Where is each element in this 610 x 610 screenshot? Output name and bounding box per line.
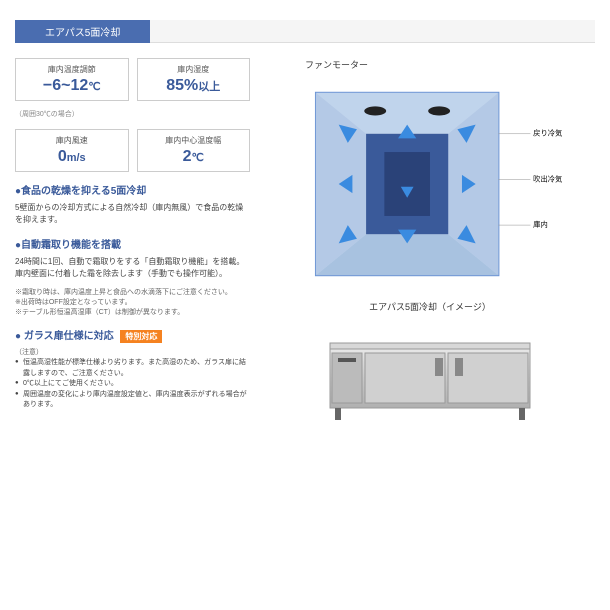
tab-active: エアパス5面冷却 (15, 20, 150, 43)
section-title-2: 自動霜取り機能を搭載 (15, 236, 250, 251)
spec-temp: 庫内温度調節 −6~12℃ (15, 58, 129, 101)
diagram-caption: エアパス5面冷却（イメージ） (265, 300, 595, 313)
list-item: 周囲温度の変化により庫内温度設定値と、庫内温度表示がずれる場合があります。 (15, 390, 250, 411)
special-badge: 特別対応 (120, 330, 162, 343)
section-title-1: 食品の乾燥を抑える5面冷却 (15, 182, 250, 197)
fan-label: ファンモーター (265, 58, 595, 71)
spec-humidity: 庫内湿度 85%以上 (137, 58, 251, 101)
tab-inactive (150, 20, 595, 43)
label-return: 戻り冷気 (533, 129, 562, 138)
label-blow: 吹出冷気 (533, 174, 562, 183)
section-body-2: 24時間に1回、自動で霜取りをする「自動霜取り機能」を搭載。庫内壁面に付着した霜… (15, 256, 250, 280)
spec-wind: 庫内風速 0m/s (15, 129, 129, 172)
section-title-3: ガラス扉仕様に対応 特別対応 (15, 327, 250, 343)
product-image (265, 328, 595, 431)
spec-row-1: 庫内温度調節 −6~12℃ 庫内湿度 85%以上 (15, 58, 250, 101)
cube-svg: 戻り冷気 吹出冷気 庫内 (290, 79, 570, 289)
spec-temp-range: 庫内中心温度幅 2℃ (137, 129, 251, 172)
section-body-1: 5壁面からの冷却方式による自然冷却（庫内無風）で食品の乾燥を抑えます。 (15, 202, 250, 226)
section-notes-2: ※霜取り時は、庫内温度上昇と食品への水滴落下にご注意ください。 ※出荷時はOFF… (15, 288, 250, 317)
notice-list: 恒温高湿性能が標準仕様より劣ります。また高湿のため、ガラス扉に結露しますので、ご… (15, 358, 250, 411)
label-inside: 庫内 (533, 220, 548, 229)
cooling-diagram: ファンモーター (265, 58, 595, 313)
header-tabs: エアパス5面冷却 (15, 20, 595, 43)
list-item: 0℃以上にてご使用ください。 (15, 379, 250, 390)
spec-note: （周囲30℃の場合） (15, 109, 250, 119)
notice-label: （注意） (15, 348, 250, 358)
spec-row-2: 庫内風速 0m/s 庫内中心温度幅 2℃ (15, 129, 250, 172)
list-item: 恒温高湿性能が標準仕様より劣ります。また高湿のため、ガラス扉に結露しますので、ご… (15, 358, 250, 379)
